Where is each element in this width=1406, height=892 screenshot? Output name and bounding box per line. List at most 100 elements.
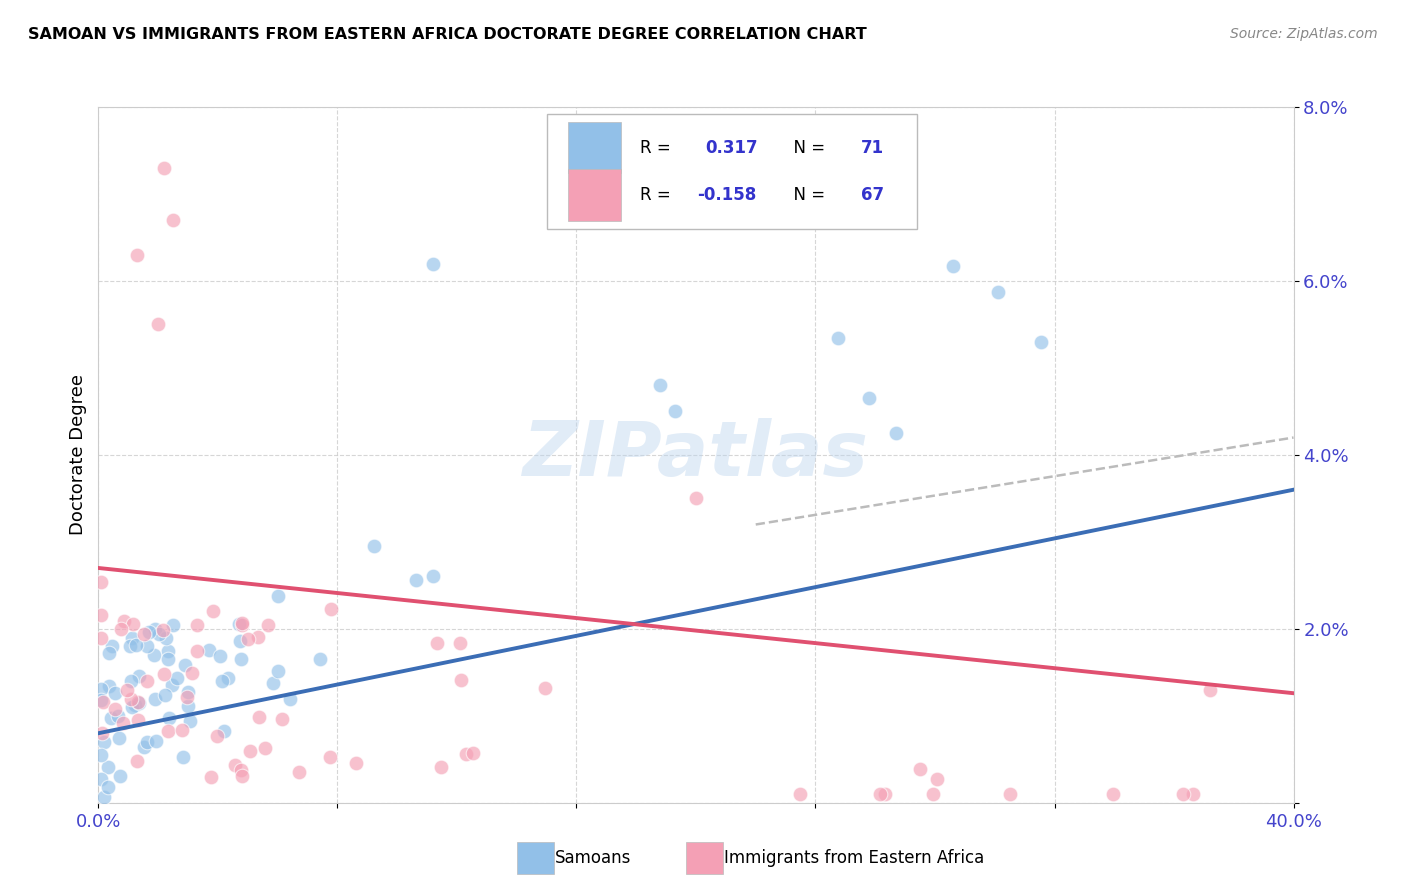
Point (239, 744, 262, 758)
Point (97, 760, 120, 774)
Point (942, 260, 965, 274)
Point (166, 671, 188, 685)
Point (228, 616, 250, 631)
Point (170, 723, 193, 738)
Point (111, 715, 134, 730)
Point (231, 769, 253, 783)
Point (162, 618, 184, 632)
Point (231, 615, 253, 630)
Point (93, 790, 115, 805)
Point (267, 664, 290, 678)
Point (1198, 682, 1220, 697)
Point (987, 285, 1010, 300)
Point (308, 652, 330, 666)
Point (153, 161, 176, 175)
Y-axis label: Doctorate Degree: Doctorate Degree (69, 375, 87, 535)
Text: R =: R = (640, 138, 681, 157)
Point (108, 731, 131, 746)
Text: R =: R = (640, 186, 676, 204)
Point (148, 318, 170, 332)
Point (405, 573, 427, 587)
Point (321, 602, 343, 616)
Point (422, 568, 444, 582)
Point (200, 770, 222, 784)
Point (271, 712, 294, 726)
Point (208, 648, 231, 663)
Point (247, 630, 270, 644)
Point (125, 638, 148, 652)
Point (262, 675, 284, 690)
Point (925, 772, 948, 786)
Text: N =: N = (783, 186, 831, 204)
Point (884, 425, 907, 440)
Point (156, 643, 179, 657)
Point (145, 622, 167, 636)
Point (278, 692, 301, 706)
Text: Samoans: Samoans (555, 849, 631, 867)
Point (93, 735, 115, 749)
Point (121, 673, 143, 688)
Point (90, 631, 112, 645)
Point (318, 750, 340, 764)
Point (136, 639, 159, 653)
Point (162, 213, 184, 227)
Text: 0.317: 0.317 (706, 138, 758, 157)
Point (145, 734, 167, 748)
Point (205, 730, 228, 744)
Point (858, 392, 880, 406)
Point (344, 756, 367, 771)
Point (157, 652, 180, 666)
Point (90, 681, 112, 696)
Point (454, 747, 477, 761)
Point (664, 404, 686, 418)
Point (534, 681, 557, 695)
Point (156, 724, 179, 739)
Point (422, 257, 444, 271)
Point (172, 750, 194, 764)
FancyBboxPatch shape (568, 122, 620, 173)
Point (127, 695, 149, 709)
Point (198, 643, 221, 657)
Point (257, 618, 280, 632)
Point (461, 746, 484, 760)
Point (201, 604, 224, 618)
Point (685, 491, 707, 506)
Point (1102, 787, 1125, 801)
Point (93, 694, 115, 708)
Point (247, 710, 270, 724)
Point (132, 739, 155, 754)
Point (921, 787, 943, 801)
Point (118, 639, 141, 653)
Point (104, 702, 127, 716)
Point (231, 617, 253, 632)
Point (449, 636, 471, 650)
Point (121, 699, 143, 714)
Point (1173, 787, 1195, 801)
Point (112, 615, 135, 629)
Point (648, 378, 672, 392)
Point (121, 632, 143, 646)
Point (214, 724, 236, 739)
Point (789, 787, 811, 801)
Point (120, 692, 142, 706)
Point (128, 696, 150, 710)
Text: N =: N = (783, 138, 831, 157)
Point (100, 711, 122, 725)
Point (136, 673, 159, 688)
Point (998, 787, 1021, 801)
Text: Immigrants from Eastern Africa: Immigrants from Eastern Africa (724, 849, 984, 867)
Point (231, 763, 253, 777)
Point (176, 690, 198, 704)
Point (125, 754, 148, 768)
Point (90, 772, 112, 786)
Point (229, 634, 252, 648)
Point (180, 666, 202, 681)
Point (162, 678, 184, 692)
Text: Source: ZipAtlas.com: Source: ZipAtlas.com (1230, 27, 1378, 41)
FancyBboxPatch shape (547, 114, 917, 229)
Point (430, 760, 453, 774)
Point (122, 616, 145, 631)
Text: ZIPatlas: ZIPatlas (523, 418, 869, 491)
Point (138, 625, 160, 640)
Point (211, 673, 233, 688)
